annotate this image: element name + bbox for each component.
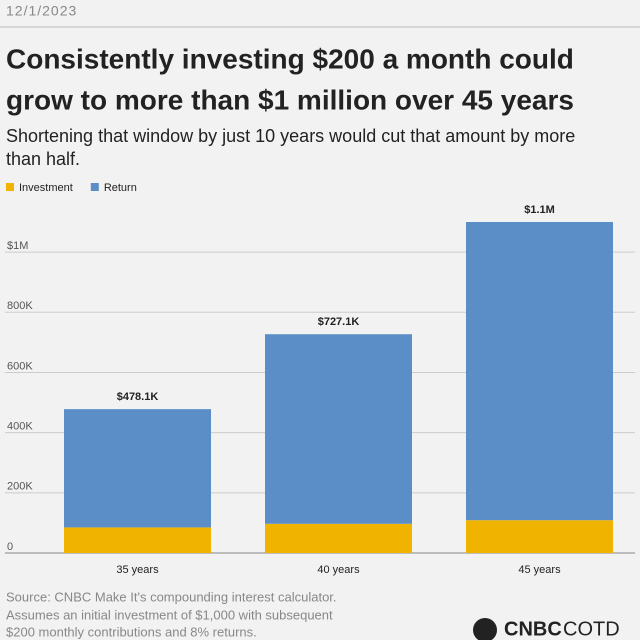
- brand: CNBC: [504, 618, 562, 640]
- y-tick-label: 400K: [7, 421, 33, 433]
- x-tick-label: 40 years: [317, 564, 360, 576]
- y-tick-label: 200K: [7, 481, 33, 493]
- source: Assumes an initial investment of $1,000 …: [6, 607, 333, 622]
- chart-title: Consistently investing $200 a month coul…: [6, 43, 574, 74]
- bar-segment: [466, 520, 613, 553]
- y-tick-label: $1M: [7, 240, 28, 252]
- logo-icon: [473, 618, 497, 640]
- legend-label: Return: [104, 182, 137, 194]
- y-tick-label: 0: [7, 541, 13, 553]
- x-tick-label: 45 years: [518, 564, 561, 576]
- brand-logo: CNBC COTD: [473, 618, 620, 640]
- date: 12/1/2023: [6, 3, 77, 19]
- bar-segment: [64, 409, 211, 528]
- subtitle: Shortening that window by just 10 years …: [6, 126, 575, 146]
- y-tick-label: 800K: [7, 300, 33, 312]
- bar-segment: [265, 334, 412, 524]
- brand: COTD: [563, 618, 620, 640]
- legend-label: Investment: [19, 182, 73, 194]
- subtitle: than half.: [6, 149, 80, 169]
- source: Source: CNBC Make It's compounding inter…: [6, 589, 337, 604]
- x-tick-label: 35 years: [116, 564, 159, 576]
- total-label: $478.1K: [117, 391, 159, 403]
- total-label: $1.1M: [524, 204, 555, 216]
- legend-swatch: [6, 183, 14, 191]
- total-label: $727.1K: [318, 316, 360, 328]
- bar-segment: [466, 222, 613, 521]
- y-tick-label: 600K: [7, 360, 33, 372]
- chart-title: grow to more than $1 million over 45 yea…: [6, 84, 574, 115]
- source: $200 monthly contributions and 8% return…: [6, 624, 257, 639]
- bar-segment: [265, 523, 412, 553]
- legend-swatch: [90, 183, 99, 191]
- bar-segment: [64, 527, 211, 553]
